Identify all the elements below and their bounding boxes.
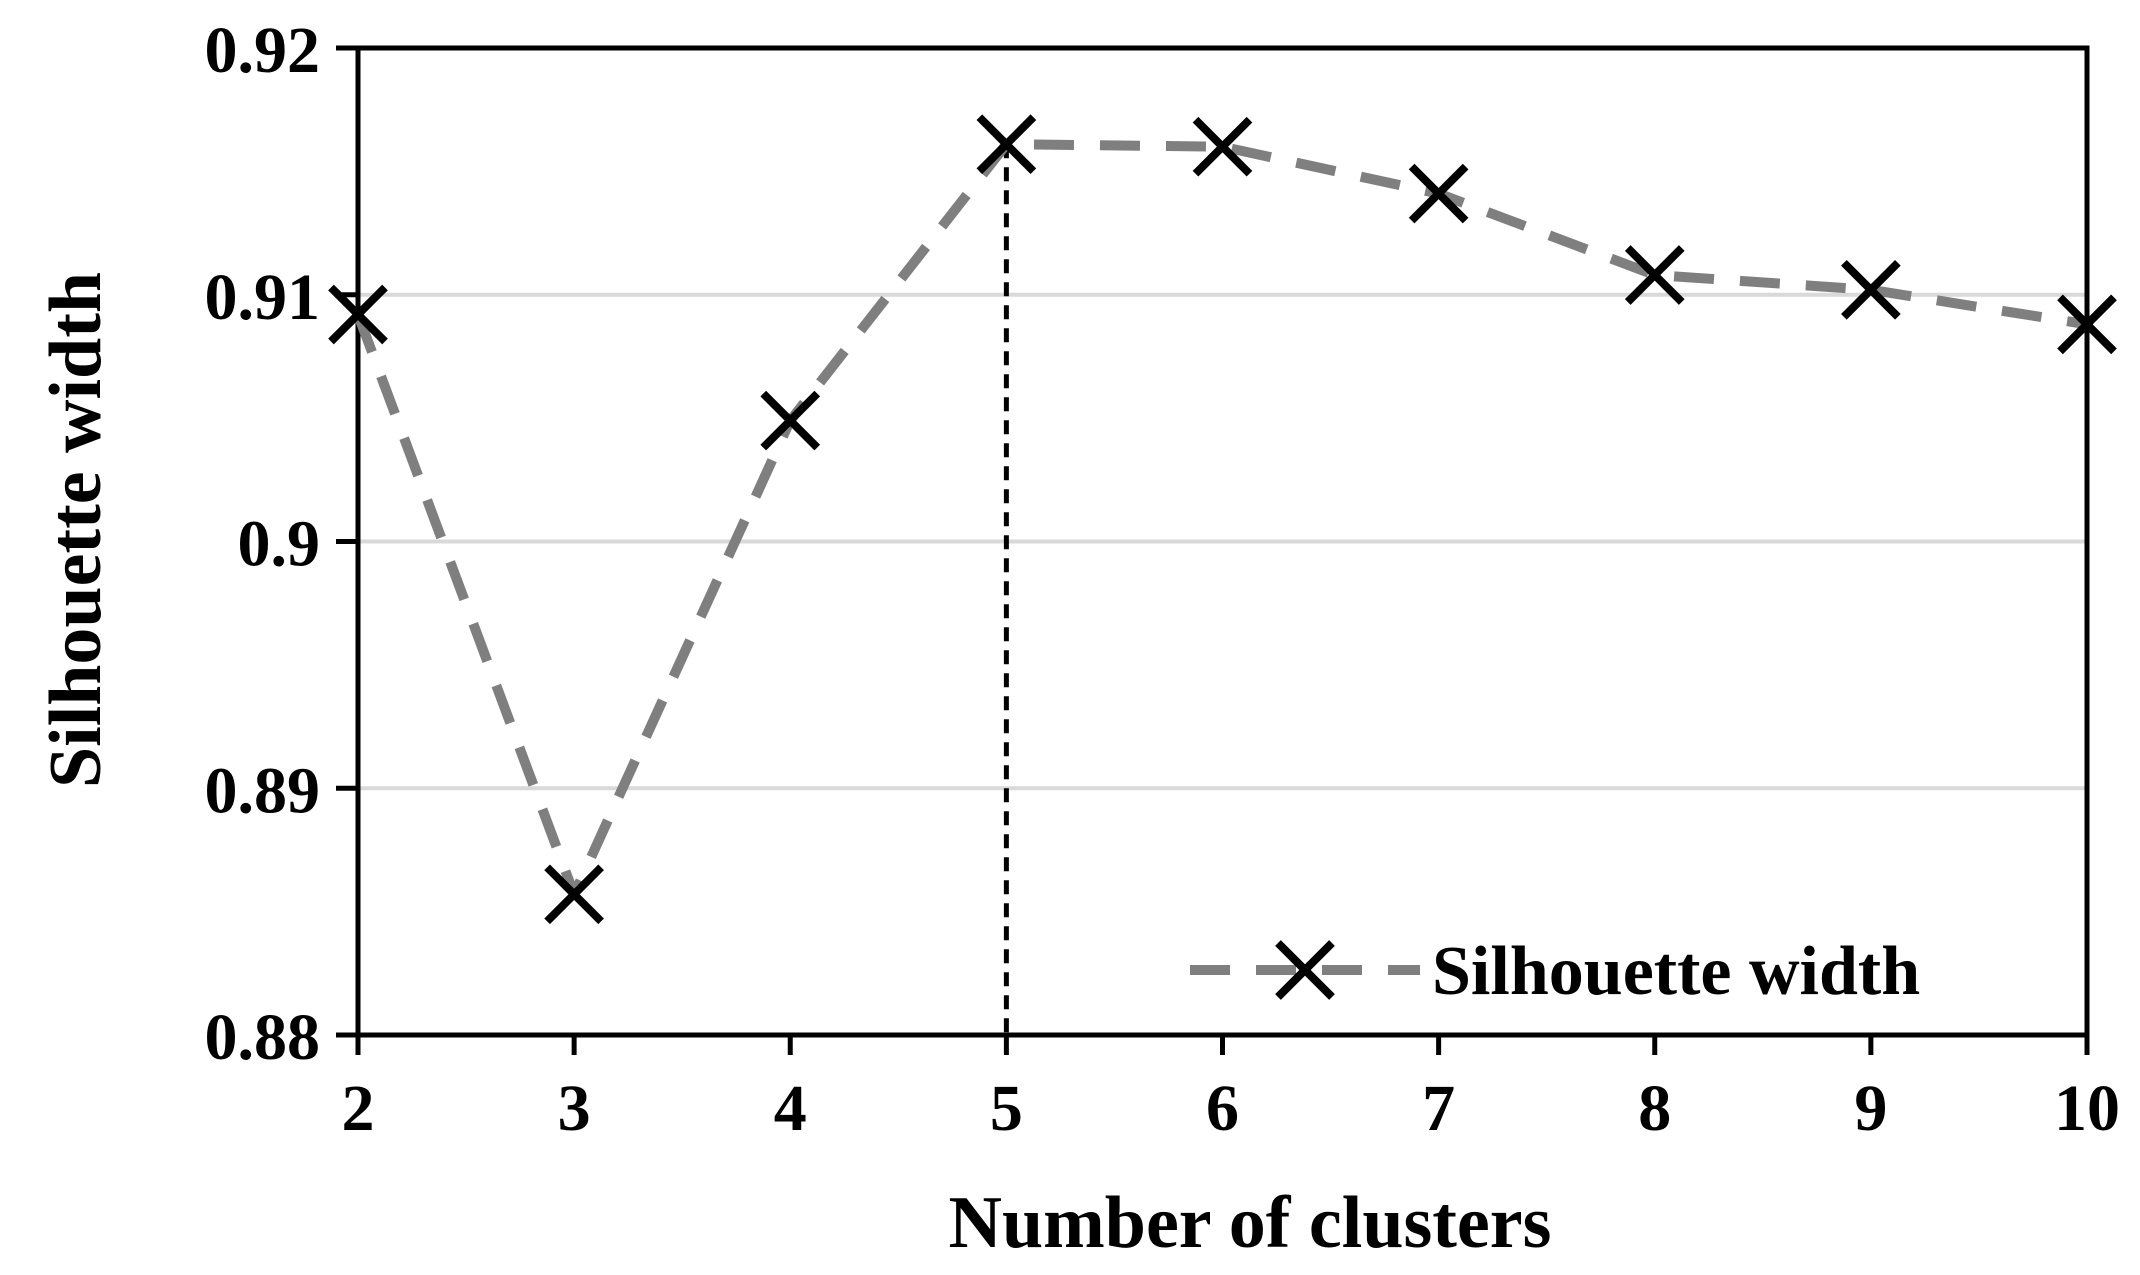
series-group [328, 114, 2117, 925]
x-tick-label: 7 [1422, 1072, 1455, 1145]
marker-stroke [1841, 259, 1901, 320]
data-point-marker [1192, 116, 1253, 177]
marker-stroke [328, 284, 388, 345]
x-tick-label: 5 [990, 1072, 1023, 1145]
x-tick-label: 10 [2054, 1072, 2120, 1145]
x-tick-label: 4 [774, 1072, 807, 1145]
data-point-marker [544, 864, 604, 925]
x-tick-label: 8 [1638, 1072, 1671, 1145]
marker-stroke [544, 864, 604, 925]
x-tick-label: 9 [1854, 1072, 1887, 1145]
y-axis-title: Silhouette width [35, 272, 117, 788]
legend-label: Silhouette width [1432, 933, 1920, 1010]
gridlines [358, 292, 2087, 791]
tick-labels: 0.88 0.89 0.9 0.91 0.92 2 3 4 5 6 7 8 9 10 [205, 14, 2121, 1145]
data-point-marker [328, 284, 388, 345]
marker-stroke [1408, 163, 1469, 224]
series-line [353, 139, 2088, 900]
data-point-marker [976, 114, 1037, 175]
marker-stroke [760, 390, 821, 451]
data-point-marker [1408, 163, 1469, 224]
data-point-marker [2057, 294, 2117, 355]
y-tick-label: 0.88 [205, 1001, 321, 1074]
y-tick-label: 0.9 [238, 508, 321, 581]
x-tick-label: 6 [1206, 1072, 1239, 1145]
data-point-marker [1841, 259, 1901, 320]
data-point-marker [1624, 245, 1685, 305]
y-tick-label: 0.92 [205, 14, 321, 87]
axes [336, 45, 2090, 1055]
marker-stroke [976, 114, 1037, 175]
marker-stroke [2057, 294, 2117, 355]
x-tick-label: 2 [342, 1072, 375, 1145]
legend-marker-sample [1275, 940, 1335, 1000]
marker-stroke [1275, 940, 1335, 1000]
marker-stroke [1624, 245, 1685, 305]
marker-stroke [1192, 116, 1253, 177]
y-tick-label: 0.89 [205, 754, 321, 827]
legend: Silhouette width [1190, 933, 1920, 1010]
data-point-marker [760, 390, 821, 451]
x-tick-label: 3 [558, 1072, 591, 1145]
y-tick-label: 0.91 [205, 261, 321, 334]
x-axis-title: Number of clusters [949, 1182, 1552, 1264]
